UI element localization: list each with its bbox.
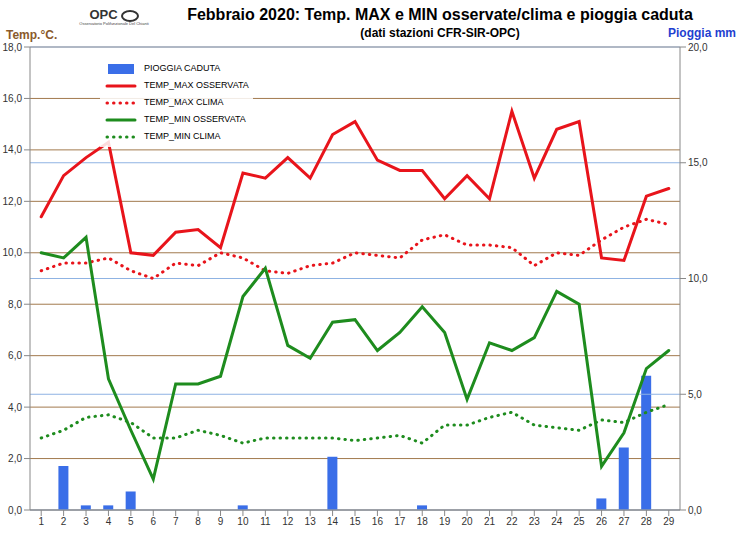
- html-text:(dati stazioni CFR-SIR-OPC): (dati stazioni CFR-SIR-OPC): [360, 26, 520, 40]
- html-text:TEMP_MAX CLIMA: TEMP_MAX CLIMA: [144, 97, 224, 107]
- svg-text:3: 3: [83, 516, 89, 527]
- svg-text:11: 11: [260, 516, 271, 527]
- svg-text:4,0: 4,0: [8, 402, 22, 413]
- svg-text:19: 19: [439, 516, 451, 527]
- svg-text:17: 17: [394, 516, 406, 527]
- svg-text:1: 1: [38, 516, 44, 527]
- svg-text:6: 6: [150, 516, 156, 527]
- svg-text:8,0: 8,0: [8, 299, 22, 310]
- svg-text:16,0: 16,0: [8, 93, 22, 104]
- svg-text:10,0: 10,0: [8, 247, 22, 258]
- svg-text:25: 25: [574, 516, 586, 527]
- svg-text:23: 23: [529, 516, 541, 527]
- svg-text:10,0: 10,0: [688, 273, 708, 284]
- html-text:TEMP_MIN CLIMA: TEMP_MIN CLIMA: [144, 131, 221, 141]
- svg-text:16: 16: [372, 516, 384, 527]
- svg-text:12: 12: [282, 516, 294, 527]
- svg-text:8: 8: [195, 516, 201, 527]
- html-text:Pioggia mm: Pioggia mm: [668, 26, 736, 40]
- svg-text:2,0: 2,0: [8, 453, 22, 464]
- svg-text:0,0: 0,0: [688, 505, 702, 516]
- svg-text:24: 24: [551, 516, 563, 527]
- svg-text:6,0: 6,0: [8, 350, 22, 361]
- svg-text:15: 15: [349, 516, 361, 527]
- html-text:OPC: OPC: [89, 7, 118, 22]
- svg-text:10: 10: [237, 516, 249, 527]
- svg-text:12,0: 12,0: [8, 196, 22, 207]
- svg-text:9: 9: [218, 516, 224, 527]
- svg-text:13: 13: [305, 516, 317, 527]
- html-text:TEMP_MIN OSSERVATA: TEMP_MIN OSSERVATA: [144, 114, 246, 124]
- svg-text:14: 14: [327, 516, 339, 527]
- html-text:TEMP_MAX OSSERVATA: TEMP_MAX OSSERVATA: [144, 80, 249, 90]
- svg-text:18: 18: [417, 516, 429, 527]
- svg-text:14,0: 14,0: [8, 144, 22, 155]
- svg-text:27: 27: [618, 516, 630, 527]
- svg-text:29: 29: [663, 516, 675, 527]
- svg-text:26: 26: [596, 516, 608, 527]
- svg-text:2: 2: [61, 516, 67, 527]
- svg-text:21: 21: [484, 516, 496, 527]
- html-text:Temp.°C.: Temp.°C.: [6, 28, 58, 42]
- svg-text:15,0: 15,0: [688, 157, 708, 168]
- html-text:Osservatorio Polifunzionale De: Osservatorio Polifunzionale Del Chianti: [79, 20, 149, 26]
- html-text:Febbraio 2020: Temp. MAX e MIN: Febbraio 2020: Temp. MAX e MIN osservate…: [187, 6, 693, 23]
- svg-text:5,0: 5,0: [688, 389, 702, 400]
- html-text:PIOGGIA CADUTA: PIOGGIA CADUTA: [144, 63, 221, 73]
- svg-text:5: 5: [128, 516, 134, 527]
- svg-text:0,0: 0,0: [8, 505, 22, 516]
- svg-text:20: 20: [462, 516, 474, 527]
- svg-text:18,0: 18,0: [8, 42, 22, 53]
- svg-text:4: 4: [106, 516, 112, 527]
- svg-text:7: 7: [173, 516, 179, 527]
- svg-text:20,0: 20,0: [688, 42, 708, 53]
- svg-text:28: 28: [641, 516, 653, 527]
- svg-text:22: 22: [506, 516, 518, 527]
